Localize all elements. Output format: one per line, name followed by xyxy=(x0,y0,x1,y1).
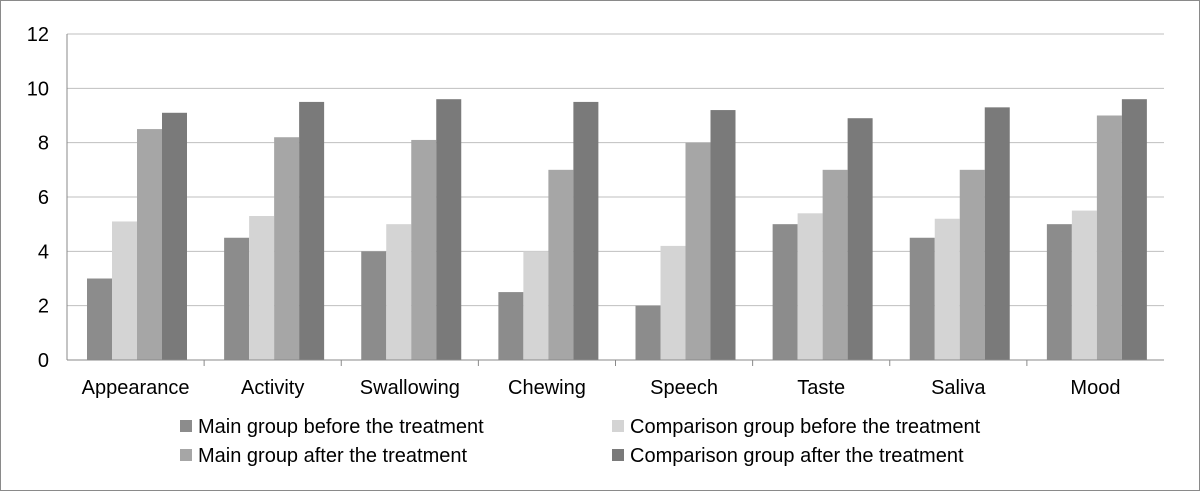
bar xyxy=(984,107,1010,360)
legend-swatch xyxy=(612,449,624,461)
legend-swatch xyxy=(612,420,624,432)
bar xyxy=(710,110,736,360)
y-tick-label: 10 xyxy=(27,78,49,100)
bar xyxy=(274,137,300,360)
legend-swatch xyxy=(180,449,192,461)
bar xyxy=(249,216,275,360)
bar xyxy=(112,221,137,360)
y-tick-label: 2 xyxy=(38,296,49,318)
category-labels: Appearance Activity Swallowing Chewing Speec… xyxy=(82,377,1121,399)
bar xyxy=(1071,210,1097,360)
bar xyxy=(411,139,437,360)
bar xyxy=(87,278,112,360)
legend-label: Comparison group before the treatment xyxy=(630,416,981,438)
legend-label: Comparison group after the treatment xyxy=(630,445,964,467)
bar xyxy=(299,101,325,361)
category-label: Speech xyxy=(650,377,718,399)
bars xyxy=(87,99,1147,361)
bar xyxy=(934,218,960,360)
bar xyxy=(909,237,935,360)
y-tick-label: 4 xyxy=(38,241,49,263)
y-tick-labels: 0 2 4 6 8 10 12 xyxy=(27,24,49,372)
bar xyxy=(386,224,412,360)
legend-swatch xyxy=(180,420,192,432)
bar xyxy=(1096,115,1122,360)
bar xyxy=(498,292,524,360)
bar xyxy=(548,169,574,360)
legend-label: Main group after the treatment xyxy=(198,445,467,467)
y-tick-label: 6 xyxy=(38,187,49,209)
axes xyxy=(66,34,1164,366)
category-label: Appearance xyxy=(82,377,190,399)
category-label: Saliva xyxy=(931,377,986,399)
bar xyxy=(772,224,798,360)
bar xyxy=(847,118,873,360)
bar xyxy=(137,129,162,360)
bar xyxy=(797,213,823,360)
bar xyxy=(685,142,711,360)
category-label: Mood xyxy=(1070,377,1120,399)
bar xyxy=(959,169,985,360)
bar xyxy=(224,237,250,360)
bar xyxy=(573,101,599,361)
category-label: Swallowing xyxy=(360,377,460,399)
y-tick-label: 0 xyxy=(38,350,49,372)
category-label: Taste xyxy=(797,377,845,399)
bar xyxy=(162,112,187,361)
bar xyxy=(1046,224,1072,360)
legend: Main group before the treatment Compariso… xyxy=(180,416,981,467)
bar xyxy=(822,169,848,360)
bar xyxy=(361,251,387,360)
category-label: Activity xyxy=(241,377,304,399)
bar xyxy=(1121,99,1147,360)
bar xyxy=(523,251,549,360)
y-tick-label: 12 xyxy=(27,24,49,46)
bar xyxy=(635,305,661,360)
legend-label: Main group before the treatment xyxy=(198,416,484,438)
bar xyxy=(436,99,462,360)
bar xyxy=(660,245,686,360)
y-tick-label: 8 xyxy=(38,133,49,155)
category-label: Chewing xyxy=(508,377,586,399)
